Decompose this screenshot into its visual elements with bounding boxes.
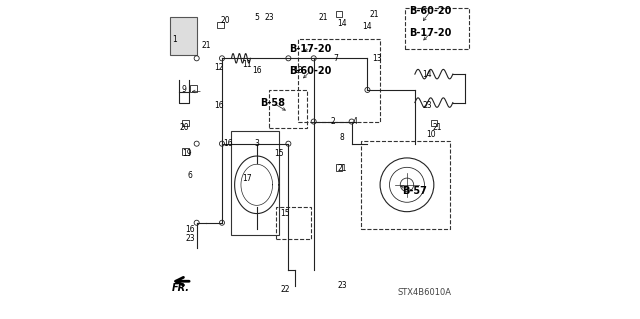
Text: 10: 10 (426, 130, 435, 139)
Text: 18: 18 (293, 66, 303, 76)
Text: 2: 2 (330, 117, 335, 126)
Bar (336, 11, 342, 17)
Text: B-60-20: B-60-20 (289, 66, 332, 76)
Text: 17: 17 (243, 174, 252, 183)
Text: 20: 20 (220, 16, 230, 25)
Text: 14: 14 (363, 22, 372, 31)
Text: 16: 16 (214, 101, 223, 110)
Text: 16: 16 (252, 66, 262, 76)
Text: 15: 15 (274, 149, 284, 158)
Text: 12: 12 (214, 63, 223, 72)
Text: 4: 4 (353, 117, 357, 126)
Bar (190, 85, 196, 92)
Bar (170, 17, 196, 55)
Bar (298, 39, 380, 122)
Text: B-58: B-58 (260, 98, 285, 108)
Bar (217, 22, 223, 28)
Text: 3: 3 (254, 139, 259, 148)
Text: 21: 21 (202, 41, 211, 50)
Text: 16: 16 (223, 139, 233, 148)
Text: 13: 13 (372, 54, 381, 63)
Text: B-60-20: B-60-20 (410, 6, 452, 16)
Text: 1: 1 (172, 35, 177, 44)
Text: FR.: FR. (172, 283, 190, 293)
Text: 15: 15 (280, 209, 290, 218)
Text: B-17-20: B-17-20 (410, 28, 452, 38)
Bar (276, 207, 310, 239)
Text: 22: 22 (280, 285, 290, 294)
Text: 21: 21 (337, 165, 347, 174)
Bar (361, 141, 450, 229)
Text: 21: 21 (319, 13, 328, 22)
Text: 8: 8 (340, 133, 344, 142)
Text: 14: 14 (422, 70, 433, 78)
Text: 23: 23 (264, 13, 274, 22)
Bar (269, 90, 307, 128)
Text: 14: 14 (337, 19, 347, 28)
Bar (336, 164, 342, 171)
Text: 23: 23 (422, 101, 433, 110)
Bar (431, 120, 437, 126)
Text: 21: 21 (369, 10, 378, 19)
Text: 23: 23 (337, 281, 347, 291)
Bar (232, 131, 279, 235)
Text: 23: 23 (186, 234, 195, 243)
Bar (182, 120, 189, 126)
Text: 19: 19 (182, 149, 192, 158)
Bar (182, 148, 189, 155)
Text: 7: 7 (333, 54, 339, 63)
Text: 9: 9 (182, 85, 186, 94)
Text: 5: 5 (254, 13, 259, 22)
Bar (405, 8, 468, 49)
Text: B-17-20: B-17-20 (289, 44, 332, 54)
Text: STX4B6010A: STX4B6010A (397, 288, 451, 297)
Text: B-57: B-57 (403, 186, 428, 196)
Text: 16: 16 (186, 225, 195, 234)
Text: 20: 20 (179, 123, 189, 132)
Text: 21: 21 (432, 123, 442, 132)
Text: 6: 6 (188, 171, 193, 180)
Text: 11: 11 (243, 60, 252, 69)
